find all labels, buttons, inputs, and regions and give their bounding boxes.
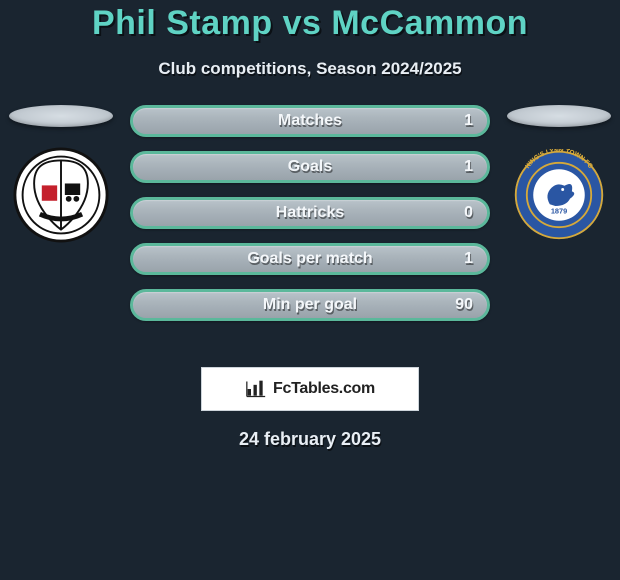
club-crest-left	[13, 147, 109, 243]
svg-text:1879: 1879	[551, 206, 567, 215]
club-crest-right: 1879 KING'S LYNN TOWN FC KING'S LYNN TOW…	[511, 147, 607, 243]
stat-row: Matches 1	[130, 105, 490, 137]
bar-chart-icon	[245, 379, 267, 399]
stat-value-right: 1	[464, 158, 473, 176]
stat-label: Matches	[278, 112, 342, 130]
comparison-card: Phil Stamp vs McCammon Club competitions…	[0, 0, 620, 580]
stat-row: Goals per match 1	[130, 243, 490, 275]
stat-label: Hattricks	[276, 204, 344, 222]
source-banner-text: FcTables.com	[273, 380, 375, 398]
stat-value-right: 0	[464, 204, 473, 222]
stat-value-right: 90	[455, 296, 473, 314]
source-banner[interactable]: FcTables.com	[201, 367, 419, 411]
stat-row: Min per goal 90	[130, 289, 490, 321]
stat-row: Goals 1	[130, 151, 490, 183]
player-left-ellipse	[9, 105, 113, 127]
stat-label: Goals	[288, 158, 332, 176]
page-subtitle: Club competitions, Season 2024/2025	[0, 59, 620, 79]
player-left-column	[6, 105, 116, 243]
stat-value-right: 1	[464, 250, 473, 268]
bird-crest-icon: 1879 KING'S LYNN TOWN FC KING'S LYNN TOW…	[513, 149, 605, 241]
comparison-body: Matches 1 Goals 1 Hattricks 0 Goals per …	[0, 105, 620, 345]
page-title: Phil Stamp vs McCammon	[0, 4, 620, 43]
stat-label: Goals per match	[247, 250, 372, 268]
stat-row: Hattricks 0	[130, 197, 490, 229]
snapshot-date: 24 february 2025	[0, 429, 620, 450]
stat-label: Min per goal	[263, 296, 357, 314]
stat-value-right: 1	[464, 112, 473, 130]
player-right-ellipse	[507, 105, 611, 127]
player-right-column: 1879 KING'S LYNN TOWN FC KING'S LYNN TOW…	[504, 105, 614, 243]
shield-icon	[13, 147, 109, 243]
stats-list: Matches 1 Goals 1 Hattricks 0 Goals per …	[130, 105, 490, 321]
